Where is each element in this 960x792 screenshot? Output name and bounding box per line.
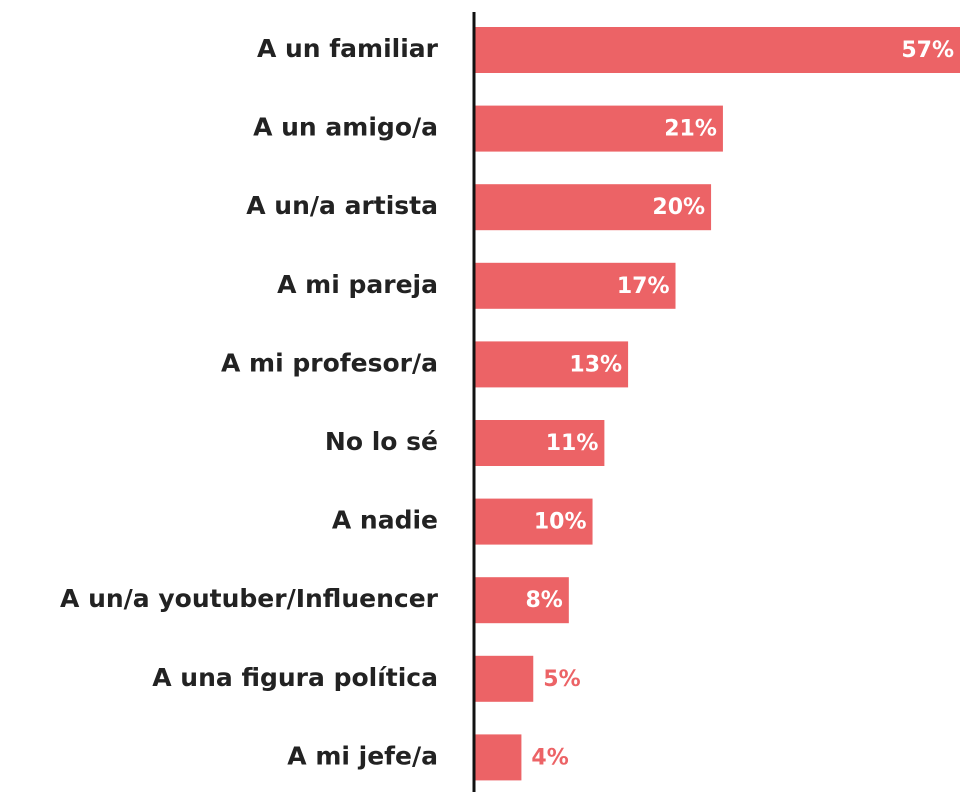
value-label: 57% — [901, 38, 954, 63]
value-label: 11% — [546, 431, 599, 456]
value-label: 13% — [569, 352, 622, 377]
value-label: 20% — [652, 195, 705, 220]
category-label: No lo sé — [325, 427, 438, 456]
bar — [474, 655, 534, 702]
bar — [474, 27, 960, 73]
bar — [474, 498, 593, 545]
category-label: A un/a youtuber/Influencer — [60, 584, 439, 613]
bar — [474, 577, 569, 624]
category-label: A mi jefe/a — [287, 741, 438, 770]
value-label: 4% — [531, 745, 568, 770]
value-label: 5% — [543, 667, 580, 692]
bar — [474, 105, 723, 152]
bar — [474, 341, 629, 388]
category-label: A nadie — [332, 506, 438, 535]
category-label: A mi pareja — [277, 270, 438, 299]
value-label: 21% — [664, 117, 717, 142]
bar — [474, 734, 522, 781]
bar — [474, 262, 676, 309]
category-label: A mi profesor/a — [221, 348, 438, 377]
value-label: 17% — [617, 274, 670, 299]
category-label: A un/a artista — [246, 191, 438, 220]
category-label: A un amigo/a — [253, 113, 438, 142]
bar — [474, 184, 712, 231]
value-label: 8% — [525, 588, 562, 613]
bar — [474, 420, 605, 466]
category-label: A una figura política — [152, 663, 438, 692]
category-label: A un familiar — [257, 34, 439, 63]
value-label: 10% — [534, 510, 587, 535]
